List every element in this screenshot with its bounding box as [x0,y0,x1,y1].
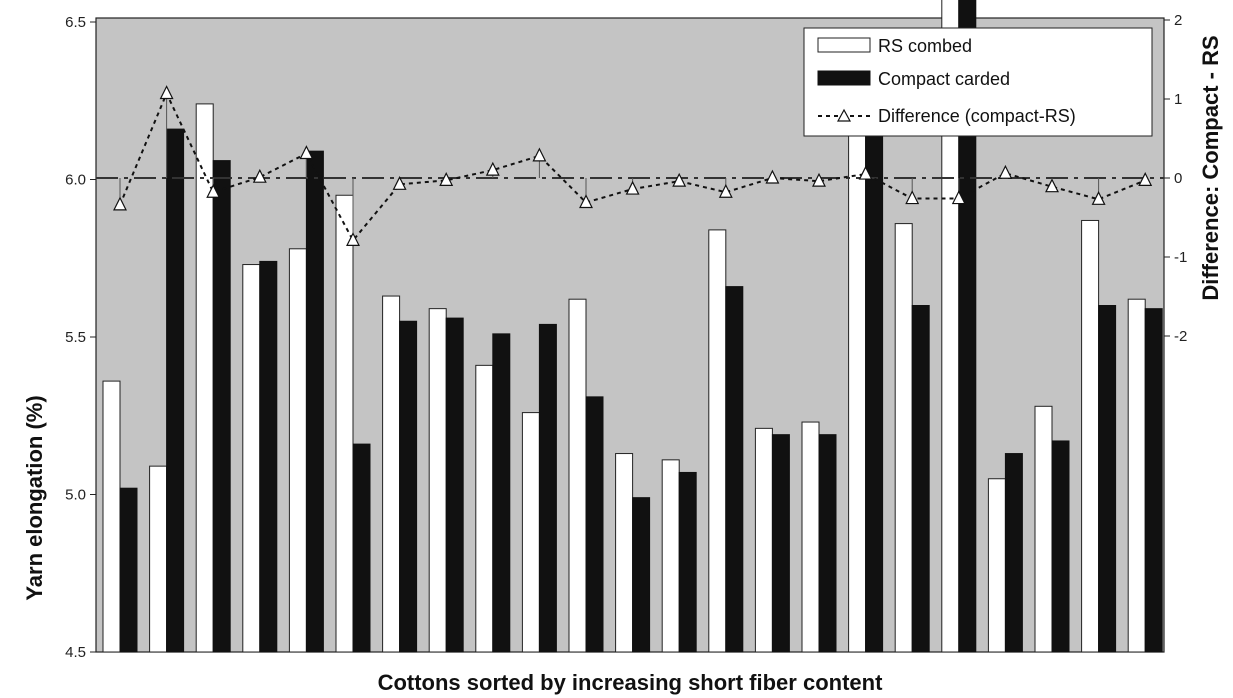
difference-marker [625,180,640,195]
right-axis-ticks: -2 -1 0 1 2 [1164,12,1187,345]
difference-marker [951,190,966,205]
y2-tick-label: 2 [1174,12,1182,29]
bar-compact-carded [445,317,464,653]
bar-rs-combed [987,478,1006,653]
y2-axis-title: Difference: Compact - RS [1198,35,1223,300]
left-axis-ticks: 4.5 5.0 5.5 6.0 6.5 [65,14,96,661]
bar-compact-carded [678,471,697,653]
difference-marker [1091,190,1106,205]
bar-compact-carded [771,434,790,653]
bar-rs-combed [521,412,540,653]
y2-tick-label: -2 [1174,328,1187,345]
bar-compact-carded [1004,453,1023,653]
y-tick-label: 5.5 [65,329,86,346]
bar-compact-carded [911,305,930,653]
bars-layer [102,0,1163,653]
bar-rs-combed [708,229,727,653]
bar-compact-carded [492,333,511,653]
difference-marker [579,194,593,209]
difference-marker [392,175,407,190]
legend-marker-difference [836,108,852,122]
bar-rs-combed [335,194,354,653]
bar-compact-carded [1144,308,1163,653]
y-tick-label: 5.0 [65,487,86,504]
bar-compact-carded [585,396,604,653]
bar-compact-carded [119,487,138,653]
bar-rs-combed [149,465,168,653]
difference-marker [532,147,547,162]
legend-label-rs-combed: RS combed [878,36,972,56]
bar-compact-carded [725,286,744,653]
bar-compact-carded [1098,305,1117,653]
bar-rs-combed [894,223,913,653]
bar-compact-carded [865,53,884,653]
difference-layer [113,85,1153,247]
difference-marker [905,190,920,205]
bar-compact-carded [399,320,418,653]
bar-compact-carded [958,0,977,653]
y-tick-label: 6.0 [65,172,86,189]
y-tick-label: 4.5 [65,644,86,661]
bar-rs-combed [428,308,447,653]
bar-rs-combed [102,380,121,653]
difference-marker [858,165,873,180]
difference-marker [346,232,360,247]
difference-marker [252,168,267,183]
bar-compact-carded [632,497,651,653]
bar-rs-combed [568,298,587,653]
bar-rs-combed [848,68,867,653]
y2-tick-label: -1 [1174,249,1187,266]
difference-marker [1138,172,1153,186]
difference-marker [206,183,221,198]
difference-marker [439,172,454,186]
bar-compact-carded [166,128,185,653]
difference-marker [1045,178,1059,193]
bar-compact-carded [1051,440,1070,653]
bar-rs-combed [1081,219,1100,653]
bar-rs-combed [1034,405,1053,653]
difference-marker [765,169,780,184]
bar-compact-carded [305,150,324,653]
difference-marker [159,85,174,100]
bar-rs-combed [475,364,494,653]
bar-rs-combed [288,248,307,653]
bar-rs-combed [615,453,634,653]
legend-label-difference: Difference (compact-RS) [878,106,1076,126]
bar-rs-combed [382,295,401,653]
bar-rs-combed [195,103,214,653]
legend-swatch-rs-combed [817,37,871,53]
legend-swatch-compact-carded [817,70,871,86]
y2-tick-label: 1 [1174,91,1182,108]
bar-rs-combed [754,427,773,653]
difference-marker [485,161,500,176]
bar-compact-carded [352,443,371,653]
bar-rs-combed [801,421,820,653]
bar-compact-carded [212,160,231,653]
bar-compact-carded [818,434,837,653]
difference-marker [718,183,733,198]
bar-rs-combed [1127,298,1146,653]
bar-rs-combed [242,264,261,653]
difference-marker [672,172,687,187]
bar-compact-carded [538,323,557,653]
y-tick-label: 6.5 [65,14,86,31]
legend-label-compact-carded: Compact carded [878,69,1010,89]
difference-marker [113,196,127,211]
difference-marker [299,145,314,160]
bar-rs-combed [661,459,680,653]
difference-marker [998,164,1013,179]
x-axis-title: Cottons sorted by increasing short fiber… [378,670,884,695]
legend: RS combed Compact carded Difference (com… [803,27,1153,137]
bar-compact-carded [259,260,278,653]
y2-tick-label: 0 [1174,170,1182,187]
difference-marker [812,172,826,187]
y-axis-title: Yarn elongation (%) [22,395,47,600]
